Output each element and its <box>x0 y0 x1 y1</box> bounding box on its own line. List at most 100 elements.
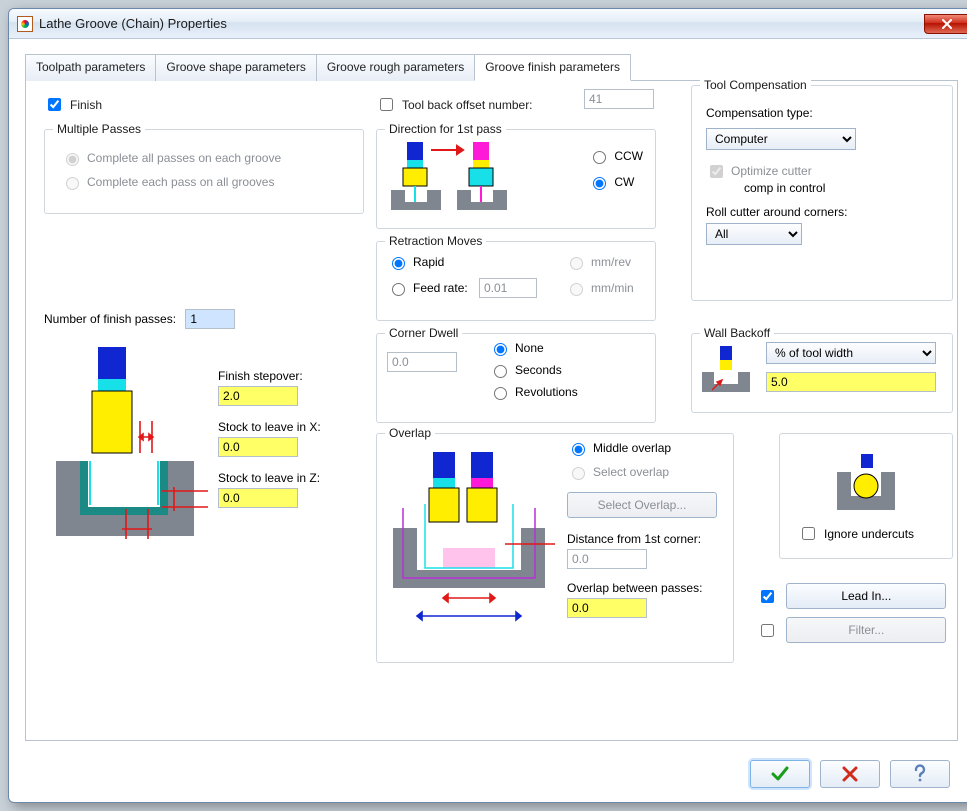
select-wall-mode[interactable]: % of tool width <box>766 342 936 364</box>
radio-dwell-seconds-label: Seconds <box>515 363 562 377</box>
diagram-left <box>44 341 209 541</box>
close-icon <box>940 17 954 31</box>
radio-select-overlap-input <box>572 467 585 480</box>
check-optimize: Optimize cutter <box>706 162 942 181</box>
diagram-undercuts <box>831 452 901 514</box>
client-area: Toolpath parameters Groove shape paramet… <box>9 39 967 802</box>
radio-dwell-none-input[interactable] <box>494 343 507 356</box>
radio-middle-overlap-label: Middle overlap <box>593 441 671 455</box>
radio-feed-label: Feed rate: <box>413 281 468 295</box>
check-leadin[interactable] <box>761 590 774 603</box>
row-leadin: Lead In... <box>757 583 953 609</box>
group-corner-dwell: Corner Dwell None Seconds Revolutions <box>376 333 656 423</box>
radio-dwell-rev[interactable]: Revolutions <box>489 384 578 400</box>
input-finish-stepover[interactable] <box>218 386 298 406</box>
check-ignore-undercuts-input[interactable] <box>802 527 815 540</box>
radio-cw-label: CW <box>614 175 634 189</box>
tool-back-offset-label: Tool back offset number: <box>402 98 533 112</box>
check-ignore-undercuts[interactable]: Ignore undercuts <box>798 524 942 543</box>
input-dist-corner <box>567 549 647 569</box>
input-overlap-between[interactable] <box>567 598 647 618</box>
button-ok[interactable] <box>750 760 810 788</box>
group-direction: Direction for 1st pass <box>376 129 656 229</box>
radio-rapid-input[interactable] <box>392 257 405 270</box>
legend-multiple-passes: Multiple Passes <box>53 122 145 136</box>
radio-each-groove-label: Complete all passes on each groove <box>87 151 281 165</box>
group-tool-comp: Tool Compensation Compensation type: Com… <box>691 85 953 301</box>
select-roll[interactable]: All <box>706 223 802 245</box>
radio-cw-input[interactable] <box>593 177 606 190</box>
button-leadin[interactable]: Lead In... <box>786 583 946 609</box>
label-roll: Roll cutter around corners: <box>706 205 942 219</box>
group-wall-backoff: Wall Backoff % of tool width <box>691 333 953 413</box>
label-comp-type: Compensation type: <box>706 106 942 122</box>
label-optimize-sub: comp in control <box>744 181 942 195</box>
diagram-overlap <box>385 448 555 638</box>
tab-groove-rough[interactable]: Groove rough parameters <box>316 54 475 81</box>
radio-each-groove-input <box>66 153 79 166</box>
radio-middle-overlap-input[interactable] <box>572 443 585 456</box>
group-retraction: Retraction Moves Rapid Feed rate: mm/rev… <box>376 241 656 321</box>
check-filter[interactable] <box>761 624 774 637</box>
col-stepover: Finish stepover: Stock to leave in X: St… <box>218 369 321 508</box>
tab-groove-finish[interactable]: Groove finish parameters <box>474 54 631 81</box>
input-tool-back-offset <box>584 89 654 109</box>
input-stock-z[interactable] <box>218 488 298 508</box>
button-help[interactable] <box>890 760 950 788</box>
tab-groove-shape[interactable]: Groove shape parameters <box>155 54 316 81</box>
input-dwell <box>387 352 457 372</box>
radio-middle-overlap[interactable]: Middle overlap <box>567 440 727 456</box>
radio-rapid-label: Rapid <box>413 255 444 269</box>
radio-select-overlap-label: Select overlap <box>593 465 669 479</box>
close-button[interactable] <box>924 14 967 34</box>
radio-all-grooves-input <box>66 177 79 190</box>
radio-ccw-input[interactable] <box>593 151 606 164</box>
button-cancel[interactable] <box>820 760 880 788</box>
radio-rapid[interactable]: Rapid <box>387 254 444 270</box>
radio-dwell-none[interactable]: None <box>489 340 578 356</box>
radio-all-grooves-label: Complete each pass on all grooves <box>87 175 274 189</box>
radio-dwell-seconds[interactable]: Seconds <box>489 362 578 378</box>
tab-toolpath[interactable]: Toolpath parameters <box>25 54 156 81</box>
window-title: Lathe Groove (Chain) Properties <box>39 16 924 31</box>
radio-feed-input[interactable] <box>392 283 405 296</box>
radio-cw[interactable]: CW <box>588 174 643 190</box>
radio-mmmin-label: mm/min <box>591 281 634 295</box>
radio-dwell-none-label: None <box>515 341 544 355</box>
diagram-wall-backoff <box>698 344 754 396</box>
radio-dwell-rev-input[interactable] <box>494 387 507 400</box>
radio-ccw[interactable]: CCW <box>588 148 643 164</box>
input-wall-value[interactable] <box>766 372 936 392</box>
radio-mmrev: mm/rev <box>565 254 631 270</box>
label-finish-stepover: Finish stepover: <box>218 369 321 383</box>
radio-all-grooves: Complete each pass on all grooves <box>61 174 353 190</box>
tool-back-offset-check[interactable]: Tool back offset number: <box>376 95 533 114</box>
help-icon <box>912 764 928 784</box>
select-comp-type[interactable]: Computer <box>706 128 856 150</box>
finish-checkbox[interactable]: Finish <box>44 95 102 114</box>
dialog-window: Lathe Groove (Chain) Properties Toolpath… <box>8 8 967 803</box>
finish-checkbox-label: Finish <box>70 98 102 112</box>
group-overlap: Overlap <box>376 433 734 663</box>
label-dist-corner: Distance from 1st corner: <box>567 532 727 546</box>
x-icon <box>842 766 858 782</box>
radio-each-groove: Complete all passes on each groove <box>61 150 353 166</box>
app-icon <box>17 16 33 32</box>
radio-dwell-seconds-input[interactable] <box>494 365 507 378</box>
legend-direction: Direction for 1st pass <box>385 122 506 136</box>
diagram-direction <box>385 140 535 212</box>
label-stock-x: Stock to leave in X: <box>218 420 321 434</box>
tab-strip: Toolpath parameters Groove shape paramet… <box>25 53 958 81</box>
input-num-passes[interactable] <box>185 309 235 329</box>
input-stock-x[interactable] <box>218 437 298 457</box>
label-stock-z: Stock to leave in Z: <box>218 471 321 485</box>
finish-checkbox-input[interactable] <box>48 98 61 111</box>
radio-select-overlap: Select overlap <box>567 464 727 480</box>
radio-mmrev-input <box>570 257 583 270</box>
tool-back-offset-check-input[interactable] <box>380 98 393 111</box>
legend-tool-comp: Tool Compensation <box>700 78 811 92</box>
radio-dwell-rev-label: Revolutions <box>515 385 578 399</box>
radio-feed[interactable]: Feed rate: <box>387 280 468 296</box>
radio-mmrev-label: mm/rev <box>591 255 631 269</box>
radio-mmmin: mm/min <box>565 280 634 296</box>
